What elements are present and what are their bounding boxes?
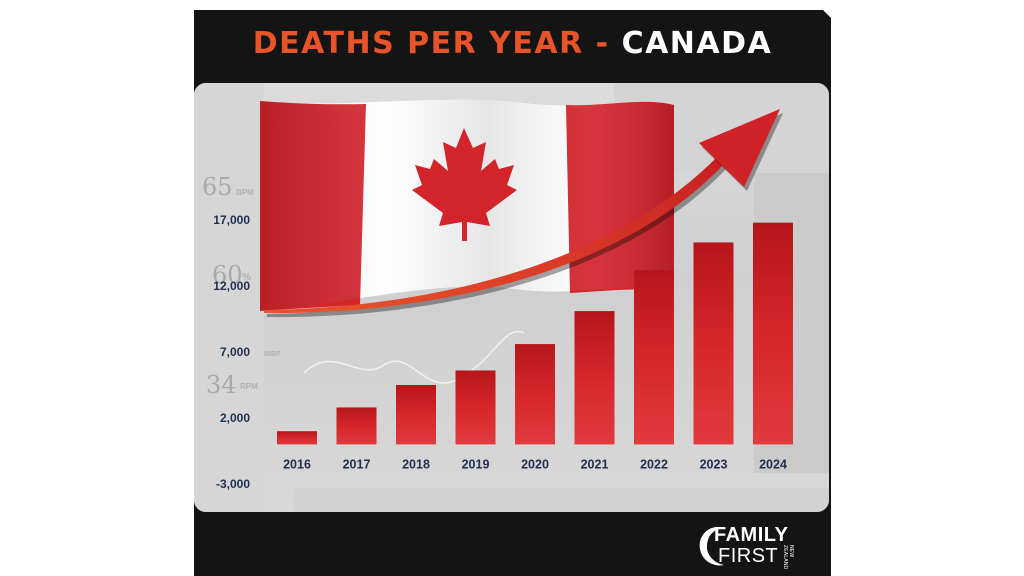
bar-2020 — [515, 344, 555, 445]
y-tick-label: 12,000 — [213, 279, 250, 293]
ghost-resp-value: 34 — [206, 371, 237, 399]
bar-2019 — [455, 370, 496, 445]
ghost-bpm-unit: BPM — [236, 188, 254, 197]
bar-2018 — [396, 385, 436, 445]
x-tick-label: 2018 — [402, 457, 430, 471]
logo-line-1: FAMILY — [714, 524, 789, 546]
ghost-resp-unit: RPM — [240, 382, 258, 391]
bar-2016 — [277, 431, 317, 445]
y-tick-label: 17,000 — [213, 213, 250, 227]
y-axis-labels: 17,000 12,000 7,000 2,000 -3,000 — [213, 213, 250, 491]
monitor-column — [194, 83, 264, 512]
x-tick-label: 2019 — [462, 457, 490, 471]
bar-2021 — [574, 311, 615, 445]
y-tick-label: 7,000 — [220, 345, 250, 359]
maple-leaf-icon — [412, 128, 517, 241]
x-tick-label: 2020 — [521, 457, 549, 471]
page-title: DEATHS PER YEAR - CANADA — [194, 26, 831, 61]
bar-2022 — [634, 270, 674, 445]
logo-region: NEW ZEALAND — [782, 545, 794, 570]
ghost-spo2-value: 60 — [212, 261, 243, 289]
ghost-spo2-unit: % — [242, 272, 251, 283]
x-tick-label: 2016 — [283, 457, 311, 471]
y-tick-label: -3,000 — [216, 477, 250, 491]
bars — [277, 222, 793, 445]
ghost-nibp-label: NIBP — [264, 351, 281, 358]
title-part-1: DEATHS PER YEAR - — [252, 26, 610, 61]
bar-2024 — [753, 222, 793, 445]
ghost-bpm-value: 65 — [202, 173, 233, 201]
monitor-waveform — [303, 330, 525, 384]
bar-2023 — [693, 242, 734, 445]
logo-swirl-icon — [699, 527, 724, 566]
bar-2017 — [336, 407, 377, 445]
x-tick-label: 2022 — [640, 457, 668, 471]
corner-notch — [823, 10, 831, 18]
x-tick-label: 2021 — [581, 457, 609, 471]
x-tick-label: 2017 — [343, 457, 371, 471]
bar-chart: 65 BPM 60 % 34 RPM NIBP 17,000 12,000 7,00… — [194, 83, 829, 512]
title-part-2: CANADA — [621, 26, 773, 61]
monitor-base — [294, 488, 829, 512]
logo-line-2: FIRST — [718, 545, 779, 567]
x-tick-label: 2023 — [700, 457, 728, 471]
x-axis-labels: 2016 2017 2018 2019 2020 2021 2022 2023 2024 — [283, 457, 787, 471]
trend-arrow-icon — [264, 109, 783, 318]
x-tick-label: 2024 — [759, 457, 787, 471]
canada-flag — [260, 99, 674, 311]
chart-panel: 65 BPM 60 % 34 RPM NIBP 17,000 12,000 7,00… — [194, 83, 829, 512]
y-tick-label: 2,000 — [220, 411, 250, 425]
family-first-logo: FAMILY FIRST NEW ZEALAND — [694, 521, 814, 573]
